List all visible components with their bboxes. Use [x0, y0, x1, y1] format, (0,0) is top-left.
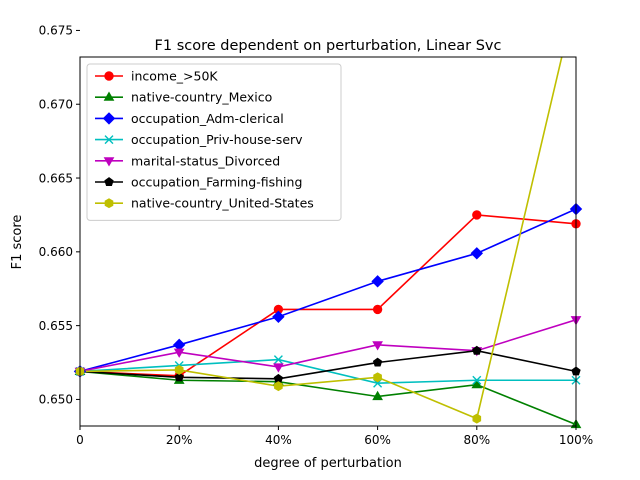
x-tick-label: 60%	[364, 433, 391, 447]
data-point	[472, 375, 482, 385]
legend-label: occupation_Priv-house-serv	[131, 132, 303, 147]
legend-label: occupation_Farming-fishing	[131, 175, 302, 190]
x-tick-label: 40%	[265, 433, 292, 447]
legend-label: income_>50K	[131, 69, 218, 84]
legend-label: marital-status_Divorced	[131, 153, 280, 168]
series-layer	[80, 57, 576, 426]
x-axis: 0 20% 40% 60% 80% 100%	[76, 426, 593, 447]
x-tick-label: 20%	[166, 433, 193, 447]
series-line	[80, 57, 563, 420]
x-tick-label: 0	[76, 433, 84, 447]
data-point	[273, 355, 283, 365]
data-point	[172, 338, 186, 352]
data-point	[470, 247, 484, 260]
data-point	[173, 348, 185, 358]
y-tick-label: 0.660	[39, 245, 73, 259]
data-point	[472, 413, 482, 424]
marker-layer	[73, 202, 583, 429]
y-tick-label: 0.650	[39, 393, 73, 407]
data-point	[174, 364, 184, 375]
legend-box	[86, 63, 342, 221]
data-point	[274, 381, 283, 392]
legend-marker	[102, 112, 116, 125]
legend-marker	[103, 91, 115, 101]
series-line	[80, 208, 576, 373]
data-point	[273, 373, 284, 383]
x-tick-label: 80%	[463, 433, 490, 447]
legend-marker	[104, 177, 114, 186]
x-axis-label: degree of perturbation	[254, 456, 402, 471]
series-line	[80, 318, 576, 373]
data-point	[373, 372, 382, 383]
y-axis-label: F1 score	[10, 215, 25, 270]
series-line	[80, 370, 576, 426]
y-axis: 0.650 0.655 0.660 0.665 0.670 0.675	[39, 24, 80, 407]
data-point	[272, 310, 285, 323]
data-point	[371, 275, 384, 288]
plot-frame	[79, 56, 577, 427]
y-tick-label: 0.665	[39, 171, 73, 185]
chart-title: F1 score dependent on perturbation, Line…	[155, 38, 502, 54]
legend-marker	[104, 135, 114, 145]
series-line	[80, 349, 576, 380]
data-point	[471, 378, 483, 389]
legend-label: native-country_Mexico	[131, 90, 272, 105]
data-point	[372, 341, 383, 351]
legend-label: occupation_Adm-clerical	[131, 111, 284, 126]
data-point	[472, 345, 482, 355]
legend-label: native-country_United-States	[131, 196, 314, 211]
y-tick-label: 0.675	[39, 24, 73, 38]
data-point	[372, 304, 383, 315]
data-point	[273, 363, 284, 373]
legend-marker	[103, 157, 115, 167]
series-line	[80, 214, 576, 377]
legend-marker	[104, 198, 114, 209]
y-tick-label: 0.670	[39, 98, 73, 112]
legend: income_>50K native-country_Mexico occupati…	[86, 63, 342, 221]
x-tick-label: 100%	[559, 433, 593, 447]
data-point	[372, 357, 383, 367]
legend-marker	[104, 71, 114, 81]
data-point	[372, 390, 383, 401]
y-tick-label: 0.655	[39, 319, 73, 333]
data-point	[174, 372, 184, 382]
data-point	[472, 210, 482, 220]
